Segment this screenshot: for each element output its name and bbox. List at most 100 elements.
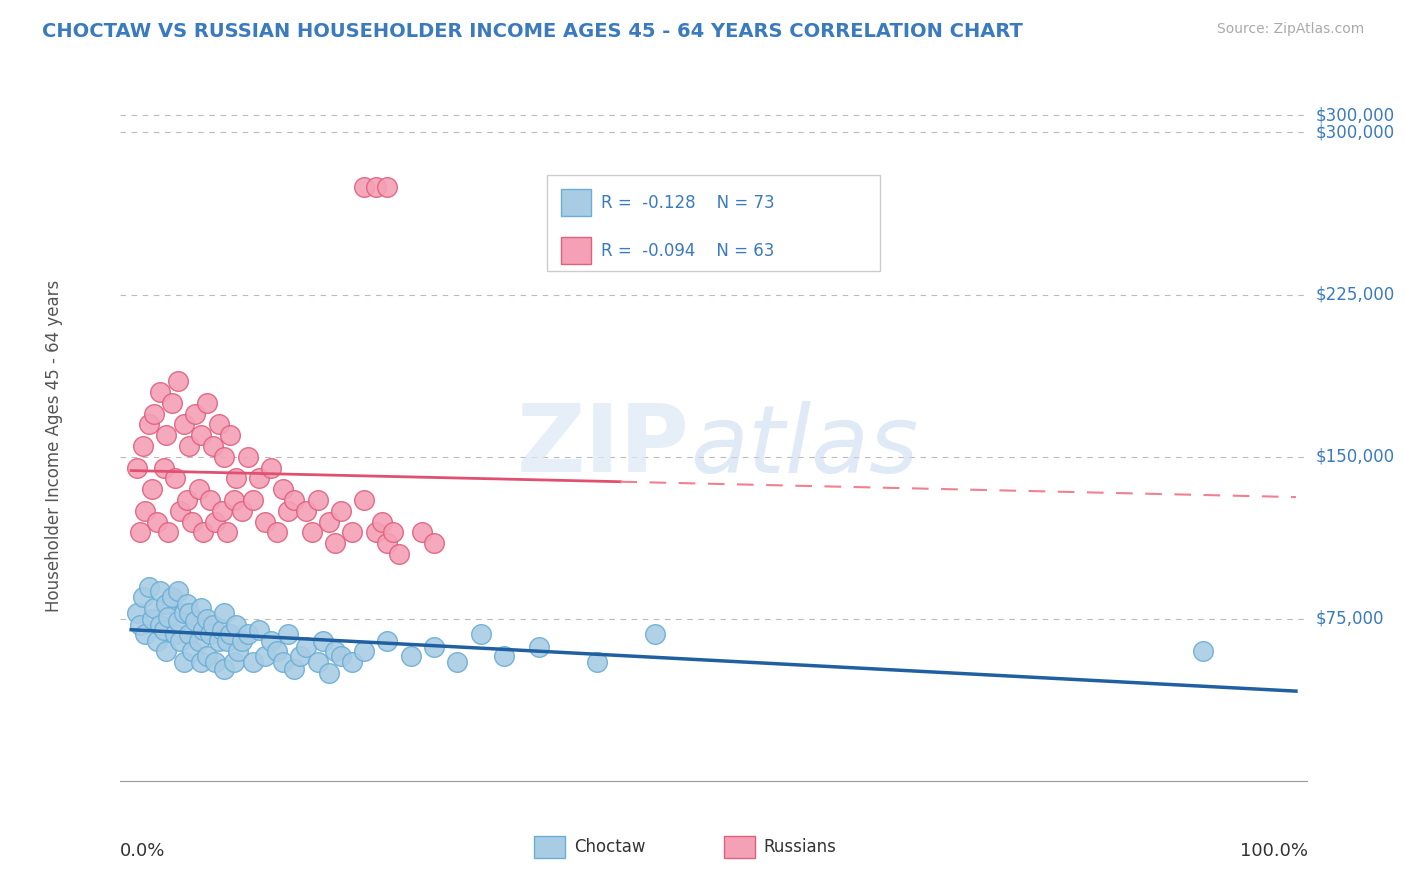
Point — [143, 407, 166, 421]
Point — [190, 428, 212, 442]
Point — [353, 493, 375, 508]
Point — [157, 610, 180, 624]
Point — [160, 591, 183, 605]
Point — [179, 439, 201, 453]
Text: Source: ZipAtlas.com: Source: ZipAtlas.com — [1216, 22, 1364, 37]
Point — [193, 525, 215, 540]
Point — [155, 597, 177, 611]
Text: $150,000: $150,000 — [1316, 448, 1395, 466]
Text: Householder Income Ages 45 - 64 years: Householder Income Ages 45 - 64 years — [45, 280, 63, 612]
Point — [382, 525, 405, 540]
Point — [214, 450, 236, 464]
Point — [201, 618, 224, 632]
Point — [329, 648, 352, 663]
Point — [236, 627, 259, 641]
Point — [307, 493, 329, 508]
Point — [423, 536, 446, 550]
Text: CHOCTAW VS RUSSIAN HOUSEHOLDER INCOME AGES 45 - 64 YEARS CORRELATION CHART: CHOCTAW VS RUSSIAN HOUSEHOLDER INCOME AG… — [42, 22, 1024, 41]
Point — [214, 606, 236, 620]
Point — [254, 648, 277, 663]
Point — [236, 450, 259, 464]
Point — [179, 627, 201, 641]
Point — [146, 515, 169, 529]
FancyBboxPatch shape — [547, 175, 880, 271]
Point — [195, 648, 218, 663]
Point — [215, 633, 238, 648]
Point — [353, 179, 375, 194]
Bar — [724, 836, 755, 858]
Text: 0.0%: 0.0% — [120, 842, 165, 860]
Point — [204, 515, 226, 529]
Point — [446, 655, 468, 669]
Point — [470, 627, 492, 641]
Point — [211, 623, 233, 637]
Point — [187, 633, 209, 648]
Point — [141, 482, 163, 496]
Point — [179, 606, 201, 620]
Point — [266, 525, 288, 540]
Point — [207, 417, 229, 432]
Point — [492, 648, 515, 663]
Text: $300,000: $300,000 — [1316, 106, 1395, 124]
Point — [143, 601, 166, 615]
Text: Russians: Russians — [763, 838, 837, 856]
Point — [134, 504, 156, 518]
Point — [260, 460, 283, 475]
Point — [323, 536, 346, 550]
Point — [176, 493, 198, 508]
Point — [277, 504, 299, 518]
Point — [377, 536, 399, 550]
Text: ZIP: ZIP — [517, 400, 690, 492]
Point — [388, 547, 411, 561]
Point — [193, 623, 215, 637]
Point — [129, 618, 152, 632]
Point — [318, 666, 340, 681]
Bar — [561, 189, 591, 216]
Point — [323, 644, 346, 658]
Point — [138, 580, 160, 594]
Point — [169, 504, 191, 518]
Point — [247, 471, 270, 485]
Point — [219, 428, 242, 442]
Bar — [561, 237, 591, 264]
Point — [204, 655, 226, 669]
Point — [201, 439, 224, 453]
Point — [307, 655, 329, 669]
Point — [190, 655, 212, 669]
Point — [200, 493, 222, 508]
Point — [155, 428, 177, 442]
Point — [254, 515, 277, 529]
Point — [225, 471, 247, 485]
Text: atlas: atlas — [690, 401, 918, 491]
Point — [173, 655, 195, 669]
Point — [288, 648, 311, 663]
Point — [180, 515, 202, 529]
Text: $300,000: $300,000 — [1316, 123, 1395, 142]
Point — [271, 655, 294, 669]
Point — [1191, 644, 1213, 658]
Text: R =  -0.128    N = 73: R = -0.128 N = 73 — [600, 194, 775, 211]
Point — [190, 601, 212, 615]
Point — [231, 633, 253, 648]
Point — [242, 655, 264, 669]
Point — [132, 439, 155, 453]
Point — [222, 655, 245, 669]
Point — [364, 179, 387, 194]
Point — [295, 504, 318, 518]
Point — [586, 655, 609, 669]
Point — [399, 648, 422, 663]
Point — [219, 627, 242, 641]
Point — [411, 525, 433, 540]
Point — [184, 614, 207, 628]
Point — [132, 591, 155, 605]
Text: R =  -0.094    N = 63: R = -0.094 N = 63 — [600, 242, 775, 260]
Point — [165, 471, 187, 485]
Point — [283, 493, 305, 508]
Point — [271, 482, 294, 496]
Point — [277, 627, 299, 641]
Point — [370, 515, 392, 529]
Point — [173, 606, 195, 620]
Point — [644, 627, 666, 641]
Point — [125, 606, 148, 620]
Point — [377, 633, 399, 648]
